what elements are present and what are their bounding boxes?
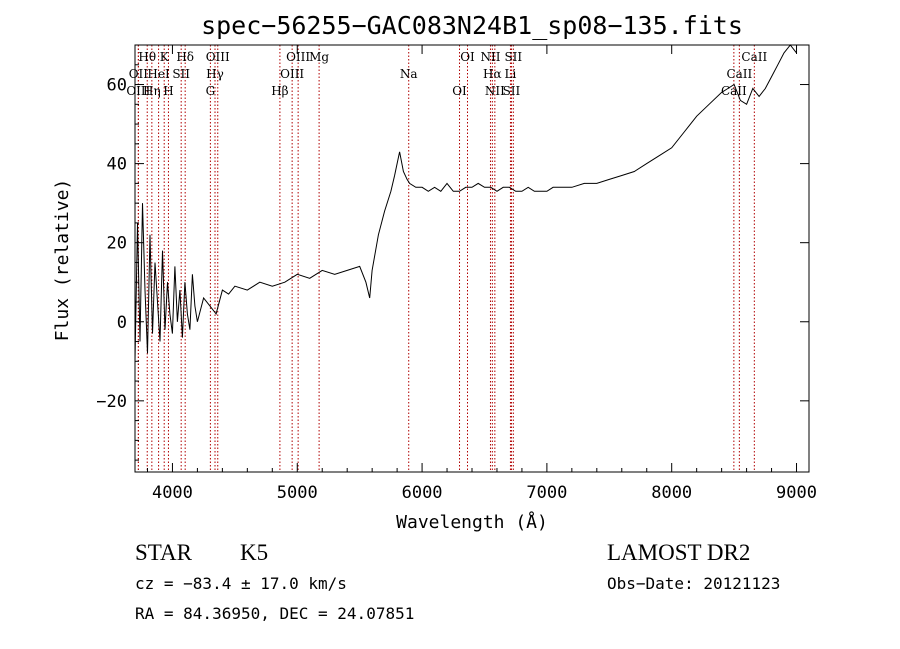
obs-date: Obs−Date: 20121123	[607, 574, 780, 593]
y-tick-label: 0	[117, 313, 127, 333]
y-tick-label: 20	[107, 234, 127, 254]
spectral-line-label: Hα	[483, 67, 502, 81]
y-tick-label: 40	[107, 155, 127, 175]
x-tick-label: 9000	[776, 483, 817, 503]
x-axis-label: Wavelength (Å)	[396, 511, 548, 533]
spectral-line-label: Hγ	[206, 67, 224, 81]
spectral-line-label: CaII	[741, 50, 767, 64]
spectral-line-label: OIII	[286, 50, 310, 64]
spectral-line-label: Na	[400, 67, 418, 81]
x-tick-label: 8000	[651, 483, 692, 503]
spectral-line-label: OI	[460, 50, 475, 64]
spectral-line-label: H	[163, 84, 173, 98]
y-tick-label: 60	[107, 76, 127, 96]
y-axis-label: Flux (relative)	[52, 179, 73, 342]
y-axis-ticks: −20 0 20 40 60	[96, 44, 809, 461]
spectral-line-label: Hβ	[271, 84, 288, 98]
spectral-line-label: Hθ	[138, 50, 156, 64]
spectral-line-label: CaII	[721, 84, 747, 98]
survey-name: LAMOST DR2	[607, 540, 750, 565]
spectral-line-label: OI	[452, 84, 467, 98]
spectral-line-label: Hη	[143, 84, 161, 98]
spectral-line-label: K	[160, 50, 170, 64]
chart-title: spec−56255−GAC083N24B1_sp08−135.fits	[201, 11, 743, 40]
spectral-line-labels: Hθ OII OIII K HeI Hη Hδ SII H OIII Hγ G OIII OIII Hβ Mg…	[126, 50, 767, 98]
redshift-readout: cz = −83.4 ± 17.0 km/s	[135, 574, 347, 593]
spectral-line-label: Li	[505, 67, 517, 81]
spectral-line-label: OIII	[206, 50, 230, 64]
spectral-line-label: NII	[485, 84, 505, 98]
object-class: STAR	[135, 540, 193, 565]
spectral-line-label: Mg	[309, 50, 329, 64]
spectral-line-label: SII	[504, 50, 522, 64]
spectral-line-label: NII	[480, 50, 500, 64]
spectral-line-label: Hδ	[176, 50, 194, 64]
spectral-line-markers	[137, 45, 755, 472]
y-tick-label: −20	[96, 392, 127, 412]
object-subclass: K5	[240, 540, 268, 565]
spectral-line-label: OIII	[126, 84, 150, 98]
x-tick-label: 5000	[277, 483, 318, 503]
x-tick-label: 7000	[526, 483, 567, 503]
spectral-line-label: G	[206, 84, 216, 98]
spectral-line-label: SII	[172, 67, 190, 81]
x-axis-ticks: 4000 5000 6000 7000 8000 9000	[146, 45, 817, 503]
spectral-line-label: SII	[503, 84, 521, 98]
spectrum-series-line	[134, 44, 797, 362]
spectral-line-label: HeI	[147, 67, 170, 81]
spectral-line-label: OIII	[280, 67, 304, 81]
spectral-line-label: CaII	[726, 67, 752, 81]
spectral-line-label: OII	[129, 67, 149, 81]
plot-frame	[134, 44, 810, 473]
coordinates-readout: RA = 84.36950, DEC = 24.07851	[135, 604, 414, 623]
x-tick-label: 4000	[152, 483, 193, 503]
x-tick-label: 6000	[402, 483, 443, 503]
